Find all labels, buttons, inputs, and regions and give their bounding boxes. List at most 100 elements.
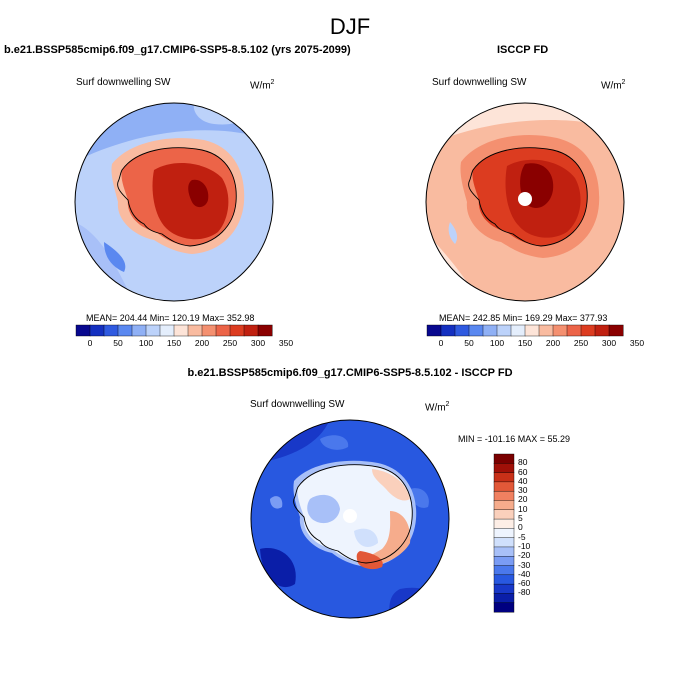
panel-2-pole-hole xyxy=(518,192,532,206)
figure-title: DJF xyxy=(329,14,371,39)
colorbar-swatch xyxy=(594,324,610,337)
colorbar-swatch xyxy=(493,528,515,539)
colorbar-tick-label: 250 xyxy=(573,338,589,348)
colorbar-swatch xyxy=(493,463,515,474)
panel-2-units: W/m2 xyxy=(601,79,626,92)
colorbar-tick-label: -5 xyxy=(518,531,526,542)
colorbar-tick-label: 0 xyxy=(438,338,444,348)
colorbar-swatch xyxy=(493,453,515,464)
panel-2-map xyxy=(425,102,625,302)
colorbar-swatch xyxy=(493,500,515,511)
colorbar-swatch xyxy=(493,583,515,594)
colorbar-tick-label: -60 xyxy=(518,578,531,589)
colorbar-swatch xyxy=(493,556,515,567)
colorbar-tick-label: 250 xyxy=(222,338,238,348)
colorbar-swatch xyxy=(229,324,245,337)
colorbar-swatch xyxy=(426,324,442,337)
panel-2-stats: MEAN= 242.85 Min= 169.29 Max= 377.93 xyxy=(439,313,608,323)
colorbar-tick-label: 100 xyxy=(489,338,505,348)
colorbar-swatch xyxy=(493,518,515,529)
colorbar-swatch xyxy=(496,324,512,337)
colorbar-swatch xyxy=(243,324,259,337)
panel-3-land-patch xyxy=(354,528,378,547)
colorbar-swatch xyxy=(145,324,161,337)
panel-1-map xyxy=(74,102,274,302)
colorbar-swatch xyxy=(566,324,582,337)
colorbar-tick-label: 300 xyxy=(250,338,266,348)
colorbar-swatch xyxy=(552,324,568,337)
colorbar-swatch xyxy=(608,324,624,337)
colorbar-swatch xyxy=(159,324,175,337)
colorbar-swatch xyxy=(468,324,484,337)
colorbar-swatch xyxy=(454,324,470,337)
colorbar-tick-label: -40 xyxy=(518,568,531,579)
panel-3-ocean-patch xyxy=(389,587,449,618)
panel-1-stats: MEAN= 204.44 Min= 120.19 Max= 352.98 xyxy=(86,313,255,323)
colorbar-tick-label: 40 xyxy=(518,475,528,486)
colorbar-swatch xyxy=(510,324,526,337)
colorbar-swatch xyxy=(493,490,515,501)
panel-3-colorbar-ticks: 80 60 40 30 20 10 5 0 -5 -10 -20 -30 -40 -60 -80 xyxy=(518,454,558,612)
panel-3-land-warm xyxy=(372,469,410,501)
colorbar-swatch xyxy=(493,602,515,613)
colorbar-tick-label: -10 xyxy=(518,540,531,551)
panel-3-pole-hole xyxy=(343,509,357,523)
panel-3-colorbar xyxy=(493,453,515,613)
colorbar-tick-label: 50 xyxy=(464,338,474,348)
panel-1-land-interior xyxy=(152,163,229,240)
colorbar-swatch xyxy=(493,537,515,548)
colorbar-tick-label: 150 xyxy=(517,338,533,348)
colorbar-swatch xyxy=(580,324,596,337)
colorbar-swatch xyxy=(493,565,515,576)
panel-1-ocean-band xyxy=(104,242,126,272)
colorbar-swatch xyxy=(187,324,203,337)
colorbar-tick-label: -30 xyxy=(518,559,531,570)
panel-3-stats: MIN = -101.16 MAX = 55.29 xyxy=(458,434,571,444)
panel-3-land-patch xyxy=(307,494,340,524)
colorbar-swatch xyxy=(493,472,515,483)
colorbar-swatch xyxy=(493,481,515,492)
panel-3-ocean-patch xyxy=(320,435,349,450)
colorbar-tick-label: 350 xyxy=(278,338,294,348)
panel-1-land-core xyxy=(188,179,209,208)
colorbar-swatch xyxy=(215,324,231,337)
panel-3-map xyxy=(250,419,450,619)
colorbar-swatch xyxy=(117,324,133,337)
panel-1-colorbar xyxy=(75,324,273,337)
panel-2-variable: Surf downwelling SW xyxy=(432,77,527,88)
colorbar-swatch xyxy=(538,324,554,337)
colorbar-tick-label: 350 xyxy=(629,338,645,348)
panel-1-variable: Surf downwelling SW xyxy=(76,77,171,88)
colorbar-tick-label: 200 xyxy=(545,338,561,348)
panel-1-units: W/m2 xyxy=(250,79,275,92)
panel-1-coastline xyxy=(117,147,237,247)
colorbar-swatch xyxy=(75,324,91,337)
panel-3-variable: Surf downwelling SW xyxy=(250,399,345,410)
panel-3-land-warm xyxy=(356,551,383,570)
panel-3-units: W/m2 xyxy=(425,401,450,414)
colorbar-tick-label: 5 xyxy=(518,513,523,524)
panel-2-title: ISCCP FD xyxy=(497,44,549,56)
colorbar-tick-label: 80 xyxy=(518,457,528,468)
colorbar-tick-label: 30 xyxy=(518,485,528,496)
colorbar-tick-label: 60 xyxy=(518,466,528,477)
colorbar-tick-label: 50 xyxy=(113,338,123,348)
colorbar-swatch xyxy=(524,324,540,337)
colorbar-tick-label: 10 xyxy=(518,503,528,514)
colorbar-swatch xyxy=(201,324,217,337)
colorbar-swatch xyxy=(482,324,498,337)
colorbar-swatch xyxy=(173,324,189,337)
colorbar-swatch xyxy=(103,324,119,337)
colorbar-tick-label: -20 xyxy=(518,550,531,561)
colorbar-tick-label: 20 xyxy=(518,494,528,505)
colorbar-tick-label: -80 xyxy=(518,587,531,598)
colorbar-swatch xyxy=(493,509,515,520)
colorbar-tick-label: 0 xyxy=(87,338,93,348)
colorbar-swatch xyxy=(89,324,105,337)
colorbar-tick-label: 150 xyxy=(166,338,182,348)
colorbar-swatch xyxy=(493,593,515,604)
colorbar-tick-label: 0 xyxy=(518,522,523,533)
colorbar-tick-label: 100 xyxy=(138,338,154,348)
panel-3-ocean-patch xyxy=(270,496,283,509)
colorbar-tick-label: 300 xyxy=(601,338,617,348)
